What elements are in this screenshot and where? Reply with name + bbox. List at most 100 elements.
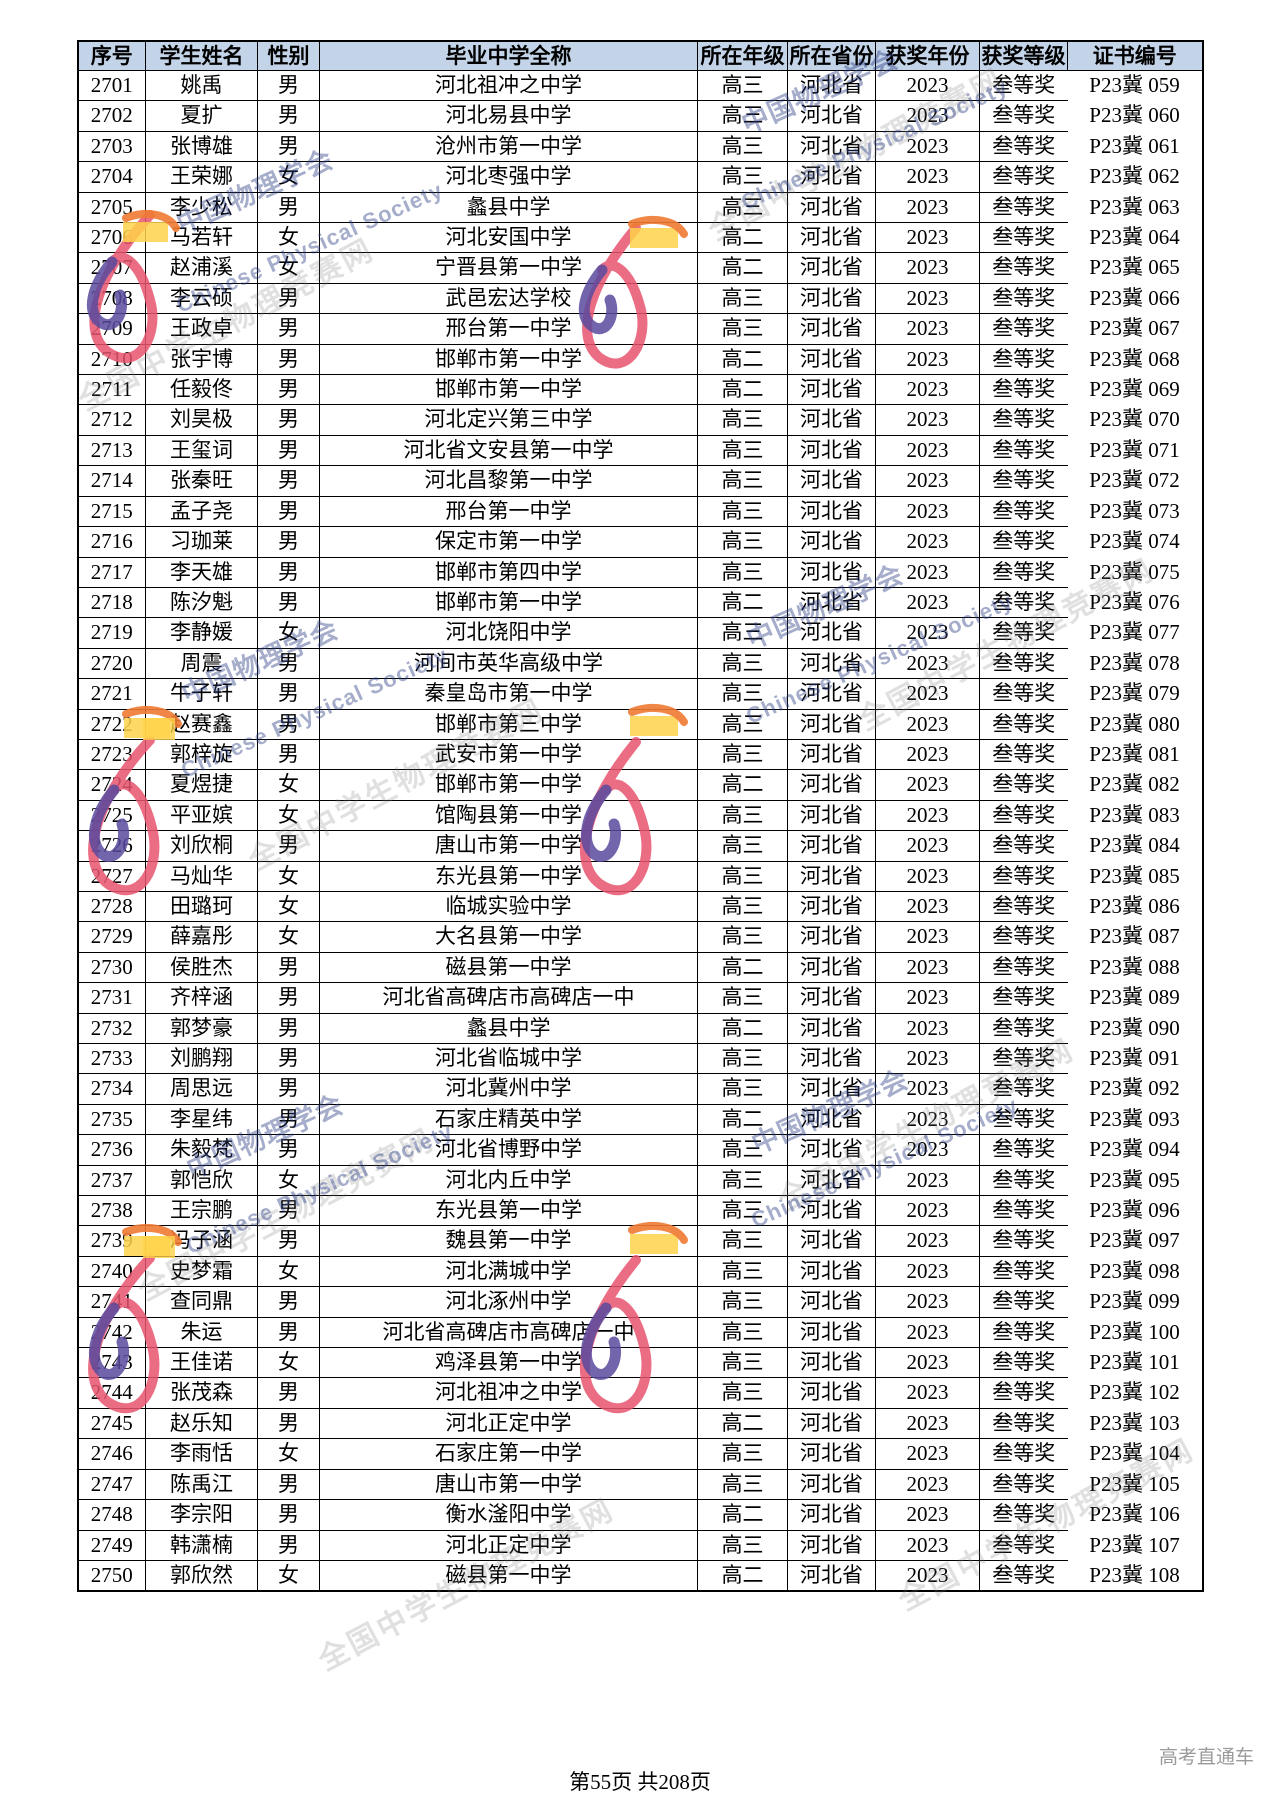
cell-name: 郭恺欣 bbox=[145, 1164, 258, 1197]
cell-year: 2023 bbox=[875, 708, 980, 740]
cell-level: 叁等奖 bbox=[979, 1134, 1068, 1166]
cell-no: 2747 bbox=[77, 1468, 146, 1501]
cell-cert: P23冀 076 bbox=[1089, 589, 1180, 614]
cell-year: 2023 bbox=[875, 1529, 980, 1561]
cell-prov: 河北省 bbox=[787, 678, 876, 710]
cell-cert: P23冀 061 bbox=[1089, 133, 1180, 158]
cell-grade: 高三 bbox=[697, 678, 788, 710]
table-row: 2709 王政卓男邢台第一中学 高三 河北省 2023 叁等奖 P23冀 067 bbox=[77, 313, 1203, 345]
table-row: 2728 田璐珂女临城实验中学 高三 河北省 2023 叁等奖 P23冀 086 bbox=[77, 890, 1203, 923]
cell-cert: P23冀 072 bbox=[1089, 468, 1180, 493]
cell-no: 2712 bbox=[77, 404, 146, 436]
table-row: 2704 王荣娜女河北枣强中学 高三 河北省 2023 叁等奖 P23冀 062 bbox=[77, 161, 1203, 193]
cell-year: 2023 bbox=[875, 890, 980, 923]
cell-year: 2023 bbox=[875, 860, 980, 892]
cell-year: 2023 bbox=[875, 69, 980, 102]
table-row: 2705 李少松男蠡县中学 高三 河北省 2023 叁等奖 P23冀 063 bbox=[77, 191, 1203, 224]
table-row: 2747 陈禹江男唐山市第一中学 高三 河北省 2023 叁等奖 P23冀 105 bbox=[77, 1468, 1203, 1501]
cell-sex: 女 bbox=[257, 1438, 320, 1470]
table-row: 2702 夏扩男河北易县中学 高三 河北省 2023 叁等奖 P23冀 060 bbox=[77, 100, 1203, 132]
table-row: 2750 郭欣然女磁县第一中学 高二 河北省 2023 叁等奖 P23冀 108 bbox=[77, 1559, 1203, 1592]
cell-level: 叁等奖 bbox=[979, 1042, 1068, 1075]
cell-name: 查同鼎 bbox=[145, 1286, 258, 1318]
cell-sex: 男 bbox=[257, 1073, 320, 1105]
cell-no: 2745 bbox=[77, 1407, 146, 1440]
cell-prov: 河北省 bbox=[787, 434, 876, 467]
cell-level: 叁等奖 bbox=[979, 1499, 1068, 1531]
cell-grade: 高三 bbox=[697, 1286, 788, 1318]
cell-grade: 高三 bbox=[697, 313, 788, 345]
award-list-sheet: 序号 学生姓名 性别 毕业中学全称 所在年级 所在省份 获奖年份 获奖等级 证书… bbox=[76, 40, 1204, 1593]
cell-school: 蠡县中学 bbox=[319, 191, 698, 224]
cell-cert: P23冀 079 bbox=[1089, 681, 1180, 706]
cell-year: 2023 bbox=[875, 1073, 980, 1105]
cell-grade: 高三 bbox=[697, 1073, 788, 1105]
cell-prov: 河北省 bbox=[787, 708, 876, 740]
cell-prov: 河北省 bbox=[787, 1286, 876, 1318]
cell-no: 2714 bbox=[77, 465, 146, 497]
cell-prov: 河北省 bbox=[787, 1195, 876, 1227]
cell-grade: 高二 bbox=[697, 769, 788, 801]
table-row: 2726 刘欣桐男唐山市第一中学 高三 河北省 2023 叁等奖 P23冀 084 bbox=[77, 830, 1203, 862]
cell-cert: P23冀 099 bbox=[1089, 1289, 1180, 1314]
cell-cert: P23冀 065 bbox=[1089, 255, 1180, 280]
cell-no: 2750 bbox=[77, 1559, 146, 1592]
cell-no: 2704 bbox=[77, 161, 146, 193]
cell-no: 2710 bbox=[77, 343, 146, 376]
cell-level: 叁等奖 bbox=[979, 1377, 1068, 1409]
cell-no: 2701 bbox=[77, 69, 146, 102]
cell-grade: 高二 bbox=[697, 374, 788, 406]
cell-school: 河北定兴第三中学 bbox=[319, 404, 698, 436]
table-row: 2720 周震男河间市英华高级中学 高三 河北省 2023 叁等奖 P23冀 078 bbox=[77, 647, 1203, 680]
cell-sex: 女 bbox=[257, 1559, 320, 1592]
col-header-year: 获奖年份 bbox=[875, 40, 980, 71]
cell-level: 叁等奖 bbox=[979, 434, 1068, 467]
cell-grade: 高三 bbox=[697, 465, 788, 497]
cell-prov: 河北省 bbox=[787, 1529, 876, 1561]
cell-cert: P23冀 096 bbox=[1089, 1198, 1180, 1223]
cell-sex: 男 bbox=[257, 738, 320, 771]
cell-name: 习珈莱 bbox=[145, 526, 258, 558]
cell-cert: P23冀 069 bbox=[1089, 377, 1180, 402]
cell-year: 2023 bbox=[875, 1438, 980, 1470]
cell-year: 2023 bbox=[875, 1255, 980, 1288]
cell-cert: P23冀 084 bbox=[1089, 833, 1180, 858]
table-row: 2738 王宗鹏男东光县第一中学 高三 河北省 2023 叁等奖 P23冀 096 bbox=[77, 1195, 1203, 1227]
cell-grade: 高二 bbox=[697, 586, 788, 619]
cell-prov: 河北省 bbox=[787, 1559, 876, 1592]
cell-level: 叁等奖 bbox=[979, 69, 1068, 102]
cell-year: 2023 bbox=[875, 1225, 980, 1257]
cell-school: 武邑宏达学校 bbox=[319, 282, 698, 315]
table-row: 2703 张博雄男沧州市第一中学 高三 河北省 2023 叁等奖 P23冀 061 bbox=[77, 130, 1203, 163]
table-row: 2735 李星纬男石家庄精英中学 高二 河北省 2023 叁等奖 P23冀 093 bbox=[77, 1103, 1203, 1136]
cell-no: 2738 bbox=[77, 1195, 146, 1227]
table-row: 2744 张茂森男河北祖冲之中学 高三 河北省 2023 叁等奖 P23冀 102 bbox=[77, 1377, 1203, 1409]
cell-year: 2023 bbox=[875, 1468, 980, 1501]
cell-grade: 高三 bbox=[697, 1164, 788, 1197]
cell-no: 2702 bbox=[77, 100, 146, 132]
cell-grade: 高三 bbox=[697, 282, 788, 315]
cell-cert: P23冀 086 bbox=[1089, 893, 1180, 918]
cell-name: 李云硕 bbox=[145, 282, 258, 315]
table-row: 2741 查同鼎男河北涿州中学 高三 河北省 2023 叁等奖 P23冀 099 bbox=[77, 1286, 1203, 1318]
cell-level: 叁等奖 bbox=[979, 556, 1068, 588]
cell-no: 2728 bbox=[77, 890, 146, 923]
cell-name: 王玺词 bbox=[145, 434, 258, 467]
cell-cert: P23冀 107 bbox=[1089, 1532, 1180, 1557]
cell-name: 孟子尧 bbox=[145, 495, 258, 528]
cell-sex: 男 bbox=[257, 374, 320, 406]
cell-sex: 男 bbox=[257, 1042, 320, 1075]
cell-sex: 男 bbox=[257, 1468, 320, 1501]
cell-grade: 高三 bbox=[697, 799, 788, 832]
cell-school: 石家庄精英中学 bbox=[319, 1103, 698, 1136]
cell-year: 2023 bbox=[875, 1012, 980, 1045]
cell-name: 薛嘉彤 bbox=[145, 921, 258, 953]
cell-school: 邯郸市第一中学 bbox=[319, 343, 698, 376]
cell-school: 馆陶县第一中学 bbox=[319, 799, 698, 832]
cell-prov: 河北省 bbox=[787, 1407, 876, 1440]
cell-grade: 高三 bbox=[697, 982, 788, 1014]
cell-name: 李少松 bbox=[145, 191, 258, 224]
cell-sex: 男 bbox=[257, 647, 320, 680]
cell-no: 2716 bbox=[77, 526, 146, 558]
cell-grade: 高三 bbox=[697, 1134, 788, 1166]
